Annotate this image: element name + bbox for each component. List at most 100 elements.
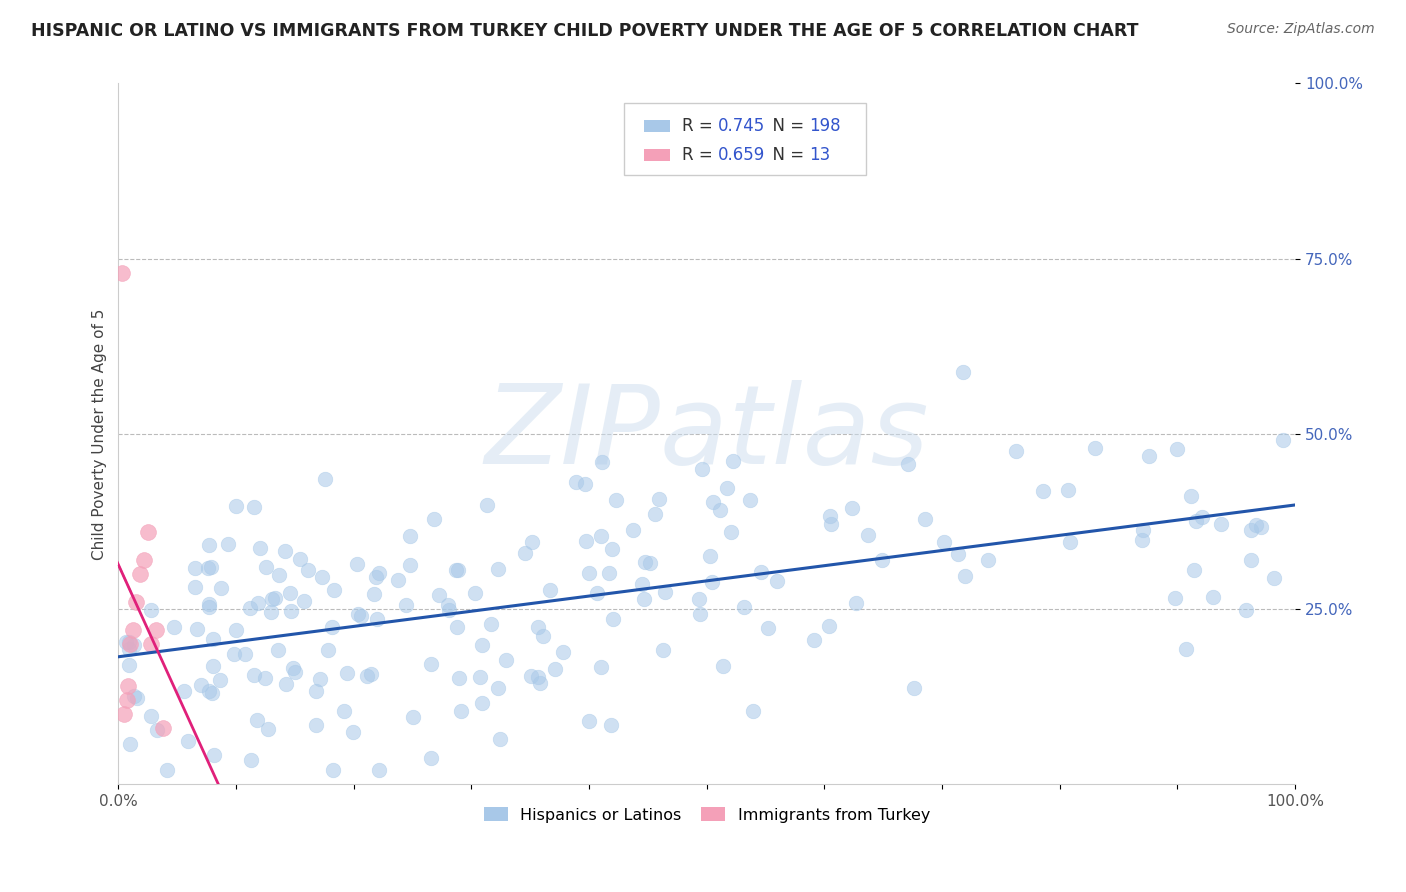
- Point: [486, 562, 509, 576]
- Point: [591, 529, 613, 543]
- Point: [186, 622, 208, 636]
- Point: [368, 566, 391, 580]
- Point: [1234, 602, 1257, 616]
- Point: [342, 725, 364, 739]
- Point: [242, 668, 264, 682]
- Point: [427, 588, 450, 602]
- Point: [1130, 533, 1153, 547]
- Point: [309, 673, 332, 687]
- Point: [198, 539, 221, 553]
- Point: [520, 535, 543, 549]
- Point: [145, 624, 167, 638]
- Point: [115, 634, 138, 648]
- FancyBboxPatch shape: [644, 120, 671, 131]
- Point: [118, 635, 141, 649]
- Point: [738, 492, 761, 507]
- Point: [934, 535, 956, 549]
- Point: [276, 676, 298, 690]
- Point: [602, 612, 624, 626]
- Point: [399, 558, 422, 573]
- Text: 0.659: 0.659: [717, 146, 765, 164]
- Point: [520, 669, 543, 683]
- Point: [575, 533, 598, 548]
- Point: [450, 704, 472, 718]
- Text: 0.745: 0.745: [717, 117, 765, 135]
- Point: [699, 549, 721, 563]
- Point: [322, 764, 344, 778]
- Point: [449, 672, 471, 686]
- Point: [471, 697, 494, 711]
- Point: [820, 517, 842, 532]
- Point: [574, 476, 596, 491]
- Point: [120, 637, 142, 651]
- Point: [323, 582, 346, 597]
- Point: [267, 643, 290, 657]
- Point: [190, 678, 212, 692]
- Point: [464, 586, 486, 600]
- Point: [152, 722, 174, 736]
- Point: [946, 547, 969, 561]
- Point: [531, 629, 554, 643]
- Point: [139, 603, 162, 617]
- Point: [578, 714, 600, 728]
- Point: [591, 455, 613, 469]
- Point: [952, 365, 974, 379]
- Point: [242, 500, 264, 514]
- Point: [481, 616, 503, 631]
- Point: [239, 601, 262, 615]
- Point: [256, 722, 278, 736]
- Point: [402, 710, 425, 724]
- Point: [631, 577, 654, 591]
- Point: [387, 573, 409, 587]
- Point: [184, 561, 207, 575]
- Text: R =: R =: [682, 146, 718, 164]
- Point: [333, 704, 356, 718]
- Point: [953, 569, 976, 583]
- Point: [318, 643, 340, 657]
- Point: [202, 747, 225, 762]
- Point: [634, 555, 657, 569]
- Point: [280, 585, 302, 599]
- Point: [125, 691, 148, 706]
- Point: [314, 473, 336, 487]
- Point: [202, 658, 225, 673]
- Point: [173, 683, 195, 698]
- Point: [600, 717, 623, 731]
- Text: R =: R =: [682, 117, 718, 135]
- Point: [654, 584, 676, 599]
- Point: [644, 508, 666, 522]
- Point: [1184, 514, 1206, 528]
- Point: [551, 644, 574, 658]
- FancyBboxPatch shape: [624, 103, 866, 175]
- Point: [233, 647, 256, 661]
- Point: [1239, 553, 1261, 567]
- Point: [444, 563, 467, 577]
- Point: [621, 523, 644, 537]
- Point: [305, 718, 328, 732]
- Point: [225, 623, 247, 637]
- Point: [733, 600, 755, 615]
- Point: [538, 582, 561, 597]
- Point: [716, 481, 738, 495]
- Point: [124, 638, 146, 652]
- Point: [633, 592, 655, 607]
- Point: [1137, 449, 1160, 463]
- Point: [818, 508, 841, 523]
- Y-axis label: Child Poverty Under the Age of 5: Child Poverty Under the Age of 5: [93, 309, 107, 559]
- Point: [177, 734, 200, 748]
- Point: [489, 731, 512, 746]
- Point: [818, 619, 841, 633]
- Point: [156, 764, 179, 778]
- Point: [125, 595, 148, 609]
- Point: [247, 596, 270, 610]
- Point: [1191, 510, 1213, 524]
- Text: HISPANIC OR LATINO VS IMMIGRANTS FROM TURKEY CHILD POVERTY UNDER THE AGE OF 5 CO: HISPANIC OR LATINO VS IMMIGRANTS FROM TU…: [31, 22, 1139, 40]
- Point: [702, 494, 724, 508]
- Point: [648, 491, 671, 506]
- Point: [200, 560, 222, 574]
- Point: [605, 493, 627, 508]
- Point: [136, 524, 159, 539]
- Point: [437, 598, 460, 612]
- Point: [281, 661, 304, 675]
- Point: [118, 641, 141, 656]
